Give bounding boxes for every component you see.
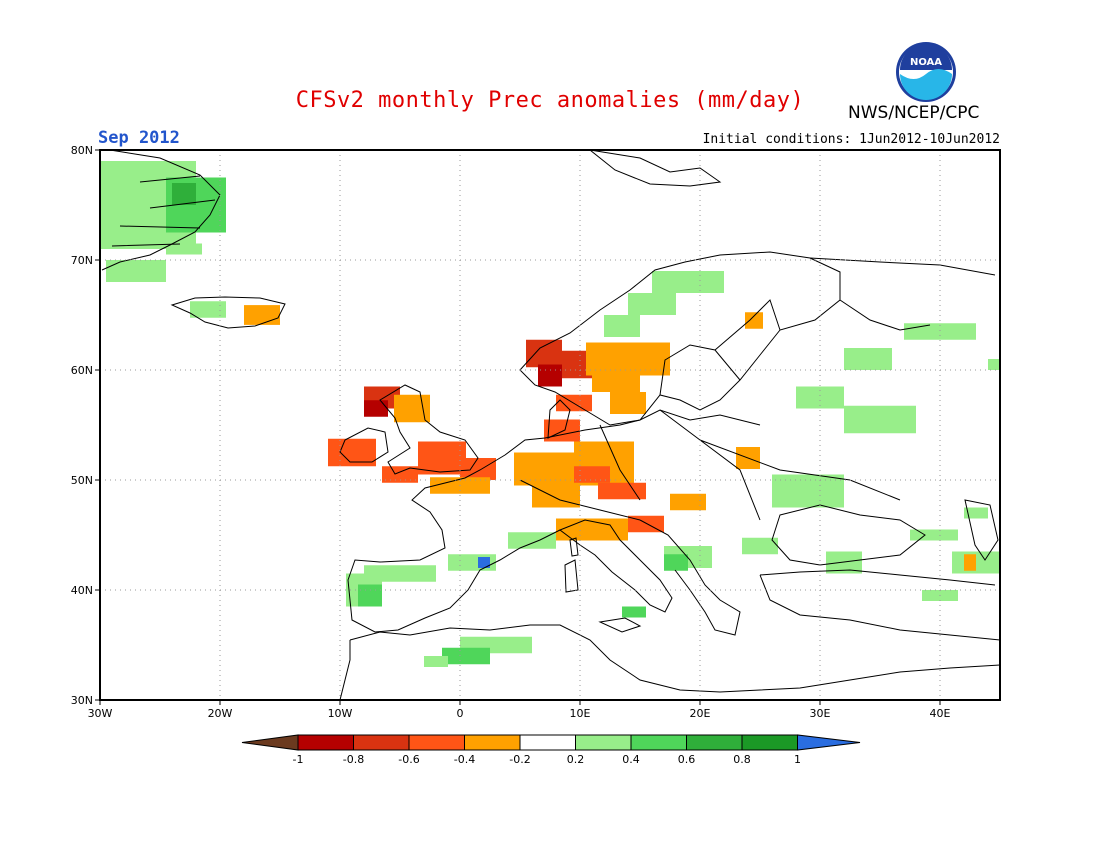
anomaly-cell (844, 405, 916, 434)
lon-tick-label: 20E (690, 707, 711, 720)
lat-tick-label: 60N (71, 364, 93, 377)
anomaly-cell (796, 386, 844, 409)
anomaly-cells (100, 161, 1000, 667)
chart-title: CFSv2 monthly Prec anomalies (mm/day) (295, 88, 805, 113)
anomaly-cell (526, 339, 562, 368)
lat-tick-label: 70N (71, 254, 93, 267)
colorbar-label: -0.4 (454, 753, 475, 766)
colorbar-label: 1 (794, 753, 801, 766)
map-frame (99, 149, 1001, 701)
anomaly-cell (664, 554, 688, 571)
colorbar-swatch (519, 734, 576, 751)
lon-tick-label: 10E (570, 707, 591, 720)
anomaly-cell (844, 348, 892, 370)
lat-tick-label: 40N (71, 584, 93, 597)
anomaly-cell (106, 260, 166, 282)
colorbar-min-arrow (241, 734, 299, 751)
anomaly-cell (442, 647, 490, 665)
anomaly-cell (382, 466, 418, 483)
colorbar-swatch (408, 734, 465, 751)
lat-tick-label: 30N (71, 694, 93, 707)
colorbar-label: 0.6 (678, 753, 696, 766)
anomaly-cell (742, 537, 778, 555)
colorbar-max-arrow (797, 734, 861, 751)
anomaly-cell (358, 584, 382, 607)
anomaly-cell (988, 359, 1000, 370)
colorbar-label: 0.2 (567, 753, 585, 766)
lon-tick-label: 40E (930, 707, 951, 720)
anomaly-cell (508, 532, 556, 549)
anomaly-cell (418, 441, 466, 475)
colorbar-swatch (575, 734, 632, 751)
anomaly-cell (598, 482, 646, 500)
anomaly-cell (538, 364, 562, 387)
lat-tick-label: 50N (71, 474, 93, 487)
lon-tick-label: 30E (810, 707, 831, 720)
anomaly-cell (628, 293, 676, 315)
anomaly-cell (172, 183, 196, 205)
anomaly-cell (964, 507, 988, 519)
anomaly-cell (910, 529, 958, 541)
anomaly-cell (604, 315, 640, 337)
anomaly-cell (964, 554, 976, 571)
anomaly-cell (574, 466, 610, 483)
logo-text: NOAA (910, 57, 942, 68)
anomaly-cell (424, 656, 448, 667)
lon-tick-label: 30W (88, 707, 113, 720)
anomaly-cell (394, 394, 430, 423)
anomaly-cell (190, 301, 226, 318)
coastlines (101, 149, 1001, 701)
anomaly-cell (745, 312, 763, 329)
anomaly-cell (532, 485, 580, 508)
colorbar-swatch (741, 734, 798, 751)
colorbar-label: -0.8 (343, 753, 364, 766)
anomaly-cell (244, 305, 280, 325)
colorbar-label: -1 (293, 753, 304, 766)
lat-tick-label: 80N (71, 144, 93, 157)
colorbar-label: -0.2 (509, 753, 530, 766)
colorbar-swatch (353, 734, 410, 751)
agency-label: NWS/NCEP/CPC (848, 103, 980, 123)
colorbar: -1 -0.8 -0.6 -0.4 -0.2 0.2 0.4 0.6 0.8 1 (241, 734, 861, 766)
initial-conditions-label: Initial conditions: 1Jun2012-10Jun2012 (702, 132, 1000, 147)
anomaly-cell (670, 493, 706, 511)
graticule (100, 150, 1000, 700)
noaa-logo-icon: NOAA (896, 42, 956, 102)
lon-tick-label: 10W (328, 707, 353, 720)
anomaly-cell (166, 243, 202, 255)
anomaly-cell (478, 557, 490, 568)
anomaly-cell (592, 370, 640, 392)
anomaly-cell (904, 323, 976, 340)
colorbar-swatch (464, 734, 521, 751)
anomaly-cell (460, 458, 496, 480)
colorbar-label: 0.8 (733, 753, 751, 766)
colorbar-swatch (297, 734, 354, 751)
anomaly-cell (364, 400, 388, 417)
axis-ticks: 30W 20W 10W 0 10E 20E 30E 40E 30N 40N 50N 60N 70N 80N (71, 144, 951, 720)
colorbar-label: 0.4 (622, 753, 640, 766)
anomaly-cell (622, 606, 646, 618)
colorbar-label: -0.6 (398, 753, 419, 766)
colorbar-swatch (630, 734, 687, 751)
lon-tick-label: 20W (208, 707, 233, 720)
anomaly-cell (772, 474, 844, 508)
lon-tick-label: 0 (457, 707, 464, 720)
colorbar-swatch (686, 734, 743, 751)
anomaly-cell (652, 271, 724, 293)
anomaly-cell (610, 392, 646, 414)
forecast-period: Sep 2012 (98, 128, 180, 148)
